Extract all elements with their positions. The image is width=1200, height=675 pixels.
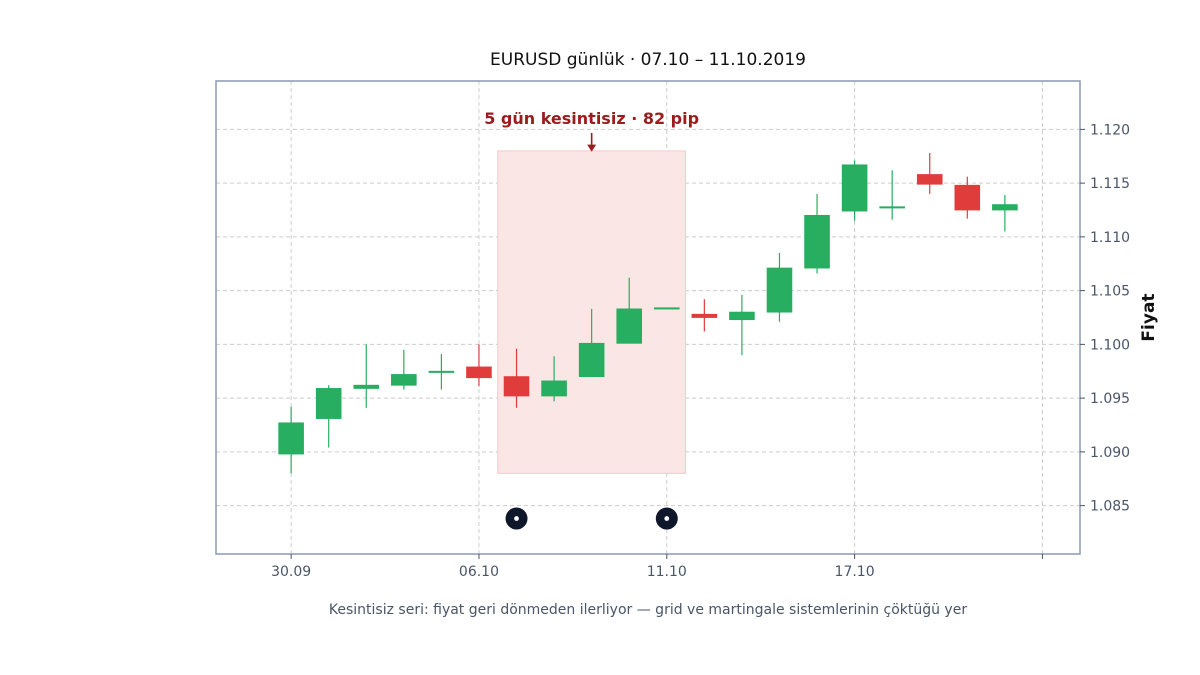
candle-body xyxy=(916,174,943,185)
chart-caption: Kesintisiz seri: fiyat geri dönmeden ile… xyxy=(328,602,968,618)
event-marker-dot xyxy=(514,516,519,521)
marker-layer xyxy=(505,507,678,530)
y-tick-label: 1.120 xyxy=(1090,122,1130,138)
x-tick-label: 17.10 xyxy=(835,564,875,580)
x-axis-ticks: 30.09 06.10 11.10 17.10 xyxy=(271,554,1043,580)
annotation-layer: 5 gün kesintisiz · 82 pip xyxy=(484,109,699,152)
x-tick-label: 11.10 xyxy=(647,564,687,580)
candle-body xyxy=(315,388,342,419)
y-tick-label: 1.110 xyxy=(1090,230,1130,246)
y-tick-label: 1.100 xyxy=(1090,337,1130,353)
y-tick-label: 1.090 xyxy=(1090,445,1130,461)
y-tick-label: 1.085 xyxy=(1090,499,1130,515)
candle-body xyxy=(841,164,868,212)
y-axis-label: Fiyat xyxy=(1139,293,1159,341)
candle-body xyxy=(278,422,304,455)
x-tick-label: 06.10 xyxy=(459,564,499,580)
y-tick-label: 1.095 xyxy=(1090,391,1130,407)
x-tick-label: 30.09 xyxy=(271,564,311,580)
candle-body xyxy=(992,204,1018,211)
candle-body xyxy=(503,376,530,397)
candle-body xyxy=(653,307,680,310)
candle-body xyxy=(954,184,981,211)
candle-body xyxy=(391,374,417,386)
annotation-arrow-head xyxy=(587,144,597,152)
candle-body xyxy=(729,311,755,321)
event-marker-dot xyxy=(664,516,670,521)
streak-annotation: 5 gün kesintisiz · 82 pip xyxy=(484,109,699,128)
candle-body xyxy=(353,384,380,389)
grid-layer xyxy=(216,81,1080,554)
candle-body xyxy=(879,206,905,209)
candle-body xyxy=(541,380,567,397)
plot-frame xyxy=(215,80,1081,555)
chart-title: EURUSD günlük · 07.10 – 11.10.2019 xyxy=(490,50,806,70)
candle-body xyxy=(466,366,492,379)
candle-layer xyxy=(278,153,1018,474)
candle-body xyxy=(804,214,830,269)
candle-body xyxy=(616,308,643,344)
candle-body xyxy=(578,342,605,378)
candle-body xyxy=(766,267,793,313)
y-tick-label: 1.115 xyxy=(1090,176,1130,192)
candle-body xyxy=(691,313,718,318)
y-tick-label: 1.105 xyxy=(1090,284,1130,300)
y-axis-ticks: 1.085 1.090 1.095 1.100 1.105 1.110 1.115 1.120 xyxy=(1080,122,1130,515)
candle-body xyxy=(428,370,455,373)
